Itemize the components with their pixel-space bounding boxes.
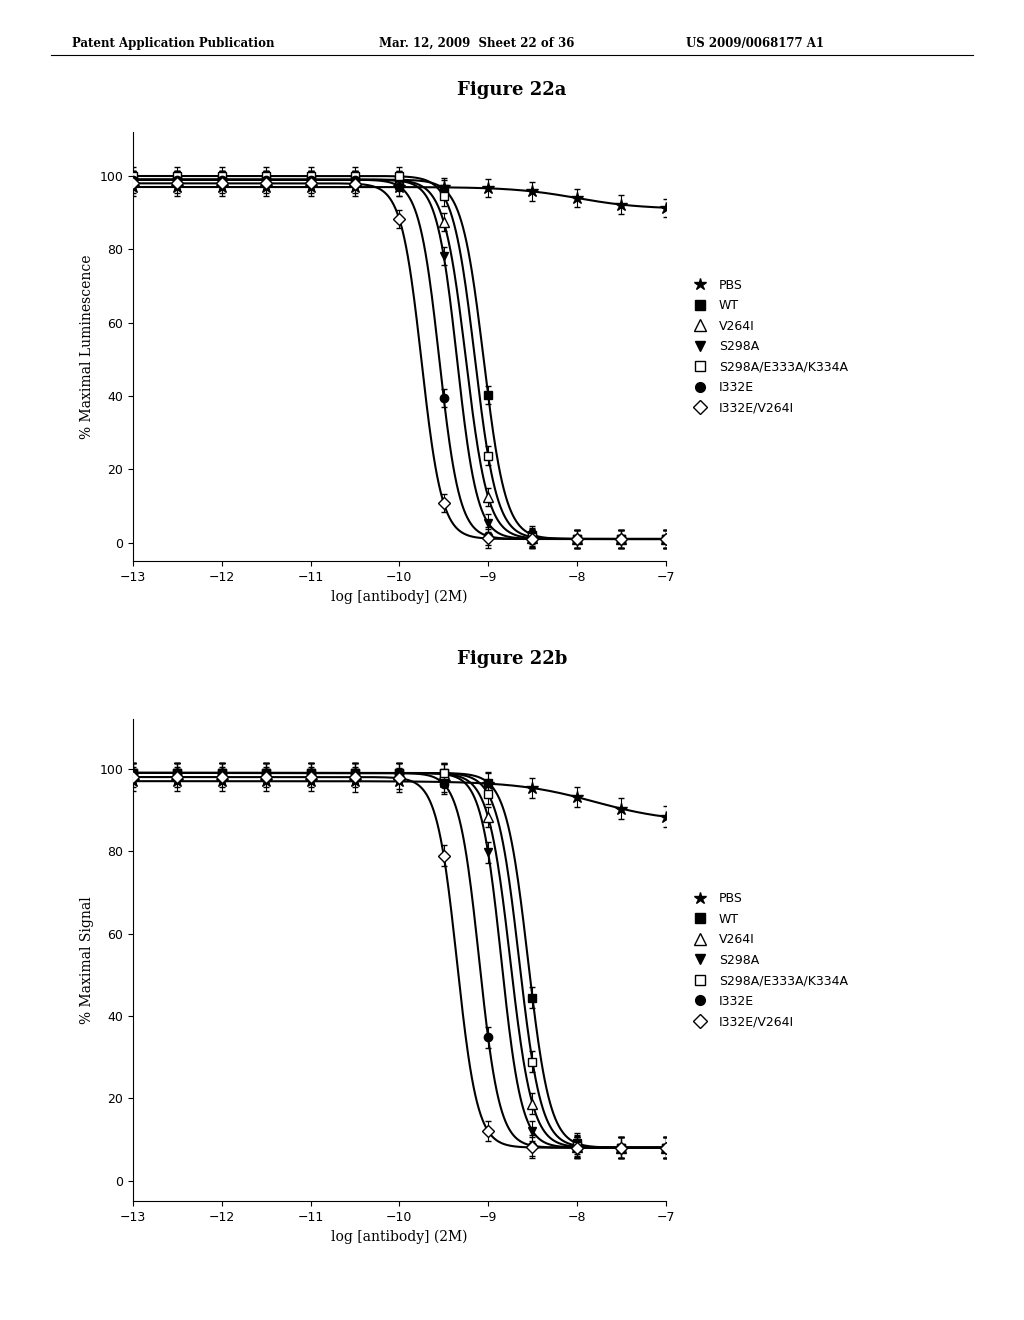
X-axis label: log [antibody] (2M): log [antibody] (2M)	[331, 1229, 468, 1243]
Y-axis label: % Maximal Luminescence: % Maximal Luminescence	[80, 255, 94, 438]
Text: Mar. 12, 2009  Sheet 22 of 36: Mar. 12, 2009 Sheet 22 of 36	[379, 37, 574, 50]
Legend: PBS, WT, V264I, S298A, S298A/E333A/K334A, I332E, I332E/V264I: PBS, WT, V264I, S298A, S298A/E333A/K334A…	[683, 887, 853, 1034]
Text: US 2009/0068177 A1: US 2009/0068177 A1	[686, 37, 824, 50]
X-axis label: log [antibody] (2M): log [antibody] (2M)	[331, 589, 468, 603]
Legend: PBS, WT, V264I, S298A, S298A/E333A/K334A, I332E, I332E/V264I: PBS, WT, V264I, S298A, S298A/E333A/K334A…	[683, 273, 853, 420]
Text: Patent Application Publication: Patent Application Publication	[72, 37, 274, 50]
Text: Figure 22b: Figure 22b	[457, 649, 567, 668]
Y-axis label: % Maximal Signal: % Maximal Signal	[80, 896, 94, 1024]
Text: Figure 22a: Figure 22a	[458, 81, 566, 99]
